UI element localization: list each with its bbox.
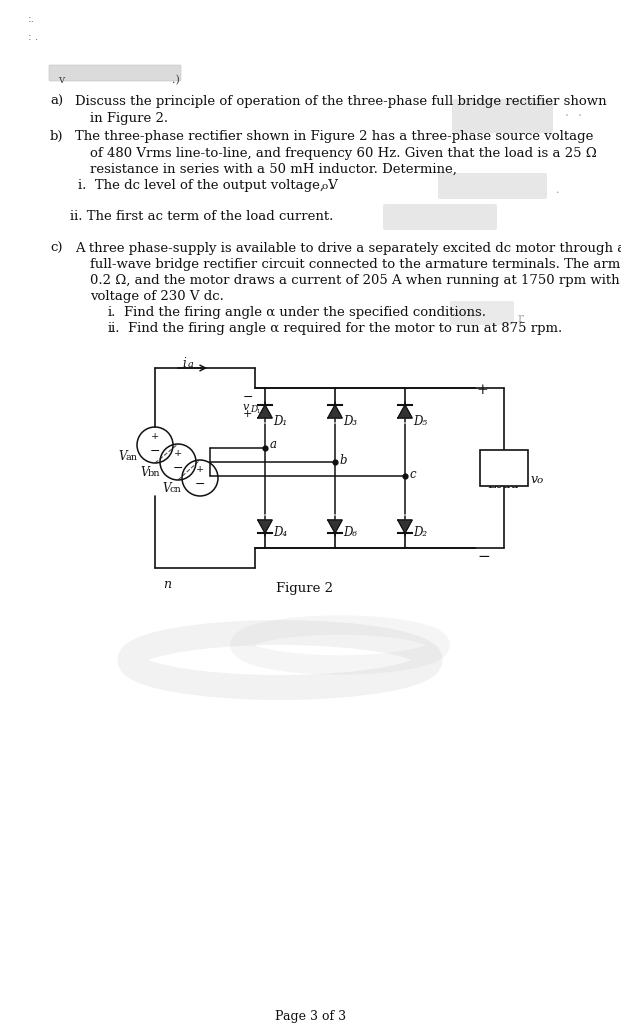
Text: v: v	[531, 473, 538, 486]
FancyBboxPatch shape	[450, 301, 514, 325]
Text: c: c	[410, 468, 417, 481]
Text: Find the firing angle α required for the motor to run at 875 rpm.: Find the firing angle α required for the…	[128, 322, 562, 335]
Text: D₅: D₅	[413, 415, 427, 428]
Text: an: an	[126, 453, 138, 462]
Text: o: o	[537, 476, 543, 485]
Text: D₆: D₆	[343, 526, 357, 539]
FancyBboxPatch shape	[452, 99, 553, 133]
Text: A three phase-supply is available to drive a separately excited dc motor through: A three phase-supply is available to dri…	[75, 242, 621, 255]
Polygon shape	[398, 406, 412, 418]
Text: a: a	[188, 360, 194, 369]
Text: o: o	[322, 182, 329, 191]
Text: .): .)	[172, 75, 180, 85]
FancyBboxPatch shape	[49, 65, 181, 81]
Text: .: .	[578, 106, 582, 119]
Text: bn: bn	[148, 469, 160, 478]
Text: : .: : .	[28, 32, 39, 42]
Polygon shape	[398, 520, 412, 534]
Text: i.  The dc level of the output voltage, V: i. The dc level of the output voltage, V	[78, 179, 338, 193]
FancyBboxPatch shape	[438, 173, 547, 199]
Text: 0.2 Ω, and the motor draws a current of 205 A when running at 1750 rpm with an a: 0.2 Ω, and the motor draws a current of …	[90, 274, 621, 287]
Polygon shape	[328, 406, 342, 418]
Text: b: b	[340, 454, 348, 467]
Text: a): a)	[50, 95, 63, 108]
Polygon shape	[258, 406, 272, 418]
Text: r: r	[518, 312, 524, 325]
Text: in Figure 2.: in Figure 2.	[90, 112, 168, 125]
Text: +: +	[477, 383, 489, 397]
Text: D₁: D₁	[273, 415, 287, 428]
Text: .: .	[329, 179, 333, 193]
Text: −: −	[173, 462, 183, 475]
Text: −: −	[477, 550, 490, 564]
Text: ii.: ii.	[108, 322, 120, 335]
Text: V: V	[162, 482, 171, 495]
Text: Discuss the principle of operation of the three-phase full bridge rectifier show: Discuss the principle of operation of th…	[75, 95, 607, 108]
Text: c): c)	[50, 242, 63, 255]
Text: voltage of 230 V dc.: voltage of 230 V dc.	[90, 290, 224, 303]
FancyBboxPatch shape	[480, 450, 528, 486]
Text: .: .	[556, 185, 560, 195]
Text: Figure 2: Figure 2	[276, 582, 333, 595]
Text: V: V	[118, 450, 127, 463]
Text: full-wave bridge rectifier circuit connected to the armature terminals. The arma: full-wave bridge rectifier circuit conne…	[90, 258, 621, 271]
Text: n: n	[163, 578, 171, 591]
Polygon shape	[258, 520, 272, 534]
Text: resistance in series with a 50 mH inductor. Determine,: resistance in series with a 50 mH induct…	[90, 163, 457, 176]
Text: D₃: D₃	[343, 415, 357, 428]
Text: i.: i.	[108, 306, 116, 319]
Text: D₄: D₄	[273, 526, 287, 539]
Text: D: D	[250, 406, 257, 414]
FancyBboxPatch shape	[383, 204, 497, 230]
Text: b): b)	[50, 130, 63, 143]
Text: −: −	[195, 478, 206, 490]
Text: i: i	[182, 357, 186, 370]
Text: −: −	[243, 391, 253, 404]
Text: +: +	[243, 409, 252, 419]
Text: Find the firing angle α under the specified conditions.: Find the firing angle α under the specif…	[124, 306, 486, 319]
Text: V: V	[140, 466, 148, 479]
Text: The three-phase rectifier shown in Figure 2 has a three-phase source voltage: The three-phase rectifier shown in Figur…	[75, 130, 594, 143]
Text: cn: cn	[170, 485, 182, 494]
Text: :.: :.	[28, 14, 35, 24]
Text: +: +	[151, 432, 159, 441]
Text: Page 3 of 3: Page 3 of 3	[276, 1010, 347, 1023]
Text: Load: Load	[487, 478, 519, 490]
Text: a: a	[270, 438, 277, 451]
Text: +: +	[174, 449, 182, 458]
Text: ii. The first ac term of the load current.: ii. The first ac term of the load curren…	[70, 210, 333, 223]
Text: +: +	[196, 465, 204, 474]
Text: −: −	[150, 445, 160, 458]
Text: v: v	[243, 402, 249, 412]
Text: .: .	[565, 106, 569, 119]
Polygon shape	[328, 520, 342, 534]
Text: D₂: D₂	[413, 526, 427, 539]
Text: v: v	[58, 75, 64, 85]
Text: of 480 Vrms line-to-line, and frequency 60 Hz. Given that the load is a 25 Ω: of 480 Vrms line-to-line, and frequency …	[90, 147, 597, 160]
Text: ₁: ₁	[256, 407, 259, 415]
